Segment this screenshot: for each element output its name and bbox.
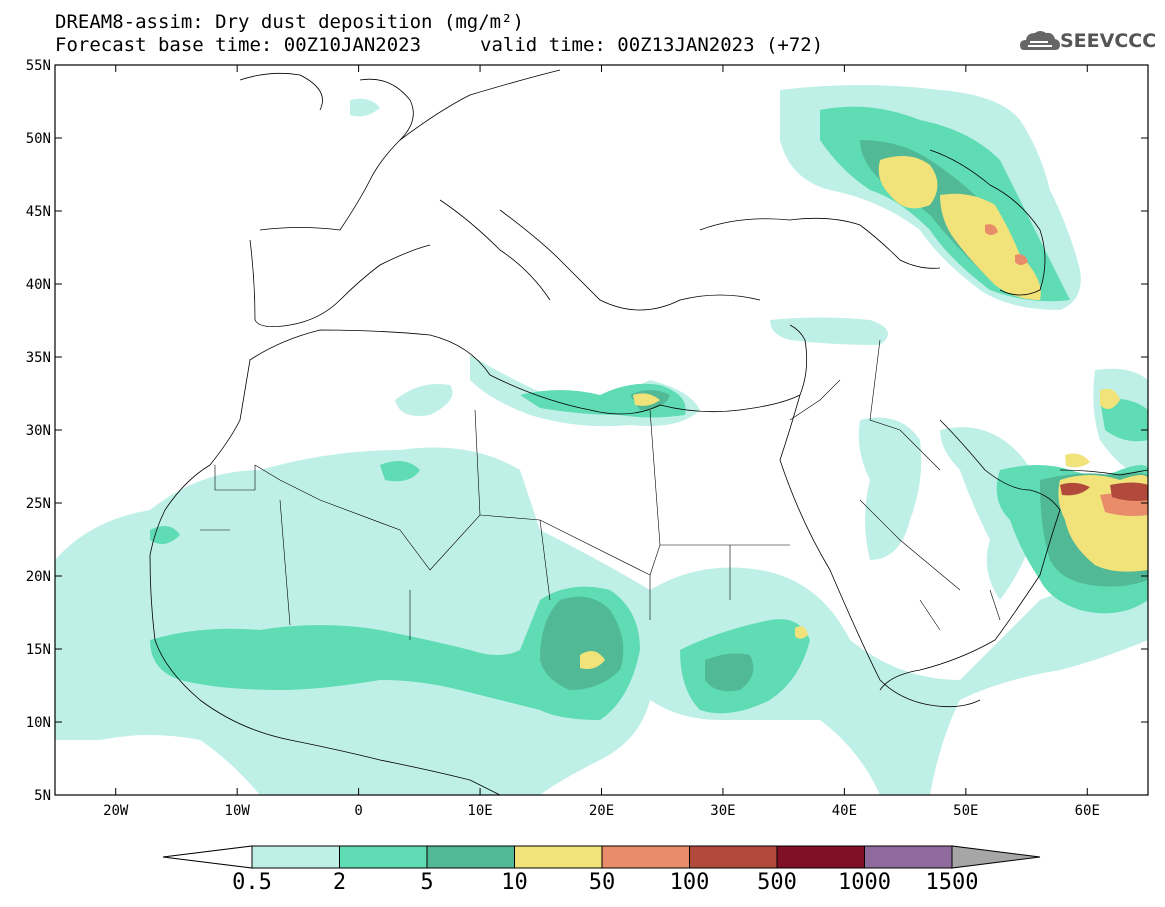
colorbar-level-label: 0.5 — [232, 870, 272, 895]
lon-tick-label: 30E — [710, 803, 735, 819]
lon-tick-label: 20E — [589, 803, 614, 819]
lon-tick-label: 10E — [467, 803, 492, 819]
colorbar-swatch — [864, 845, 953, 869]
colorbar-swatch — [689, 845, 778, 869]
colorbar-swatch — [601, 845, 690, 869]
colorbar-level-label: 10 — [501, 870, 528, 895]
country-borders — [200, 339, 1001, 640]
lon-tick-label: 50E — [953, 803, 978, 819]
colorbar-level-label: 50 — [589, 870, 616, 895]
colorbar-level-label: 1000 — [838, 870, 891, 895]
colorbar-under-arrow — [162, 845, 253, 869]
lon-tick-label: 40E — [832, 803, 857, 819]
cloud-logo-icon — [1020, 31, 1060, 50]
forecast-base-time: Forecast base time: 00Z10JAN2023 — [55, 34, 422, 56]
lat-tick-label: 40N — [26, 277, 51, 293]
colorbar-legend: 0.5 2 5 10 50 100 500 1000 1500 — [162, 845, 1041, 895]
colorbar-swatch — [251, 845, 340, 869]
colorbar-level-label: 500 — [757, 870, 797, 895]
axis-ticks: 20W 10W 0 10E 20E 30E 40E 50E 60E 55N 50N 45N 40N 35N… — [26, 58, 1148, 819]
logo-text: SEEVCCC — [1060, 30, 1157, 52]
dust-fields — [55, 85, 1148, 795]
valid-time: valid time: 00Z13JAN2023 (+72) — [480, 34, 824, 56]
lat-tick-label: 5N — [34, 788, 51, 804]
lat-tick-label: 55N — [26, 58, 51, 74]
colorbar-swatch — [339, 845, 428, 869]
colorbar-level-label: 2 — [333, 870, 346, 895]
lat-tick-label: 35N — [26, 350, 51, 366]
lat-tick-label: 45N — [26, 204, 51, 220]
coastlines — [149, 69, 1148, 795]
lon-tick-label: 60E — [1075, 803, 1100, 819]
colorbar-level-label: 100 — [670, 870, 710, 895]
colorbar-level-label: 5 — [420, 870, 433, 895]
lat-tick-label: 50N — [26, 131, 51, 147]
lat-tick-label: 25N — [26, 496, 51, 512]
lat-tick-label: 20N — [26, 569, 51, 585]
lon-tick-label: 20W — [103, 803, 129, 819]
map-title: DREAM8-assim: Dry dust deposition (mg/m²… — [55, 11, 524, 33]
lat-tick-label: 30N — [26, 423, 51, 439]
lon-tick-label: 10W — [225, 803, 251, 819]
colorbar-over-arrow — [951, 845, 1041, 869]
lon-tick-label: 0 — [354, 803, 362, 819]
colorbar-swatch — [776, 845, 865, 869]
colorbar-swatch — [426, 845, 515, 869]
colorbar-swatch — [514, 845, 603, 869]
lat-tick-label: 15N — [26, 642, 51, 658]
lat-tick-label: 10N — [26, 715, 51, 731]
colorbar-level-label: 1500 — [926, 870, 979, 895]
